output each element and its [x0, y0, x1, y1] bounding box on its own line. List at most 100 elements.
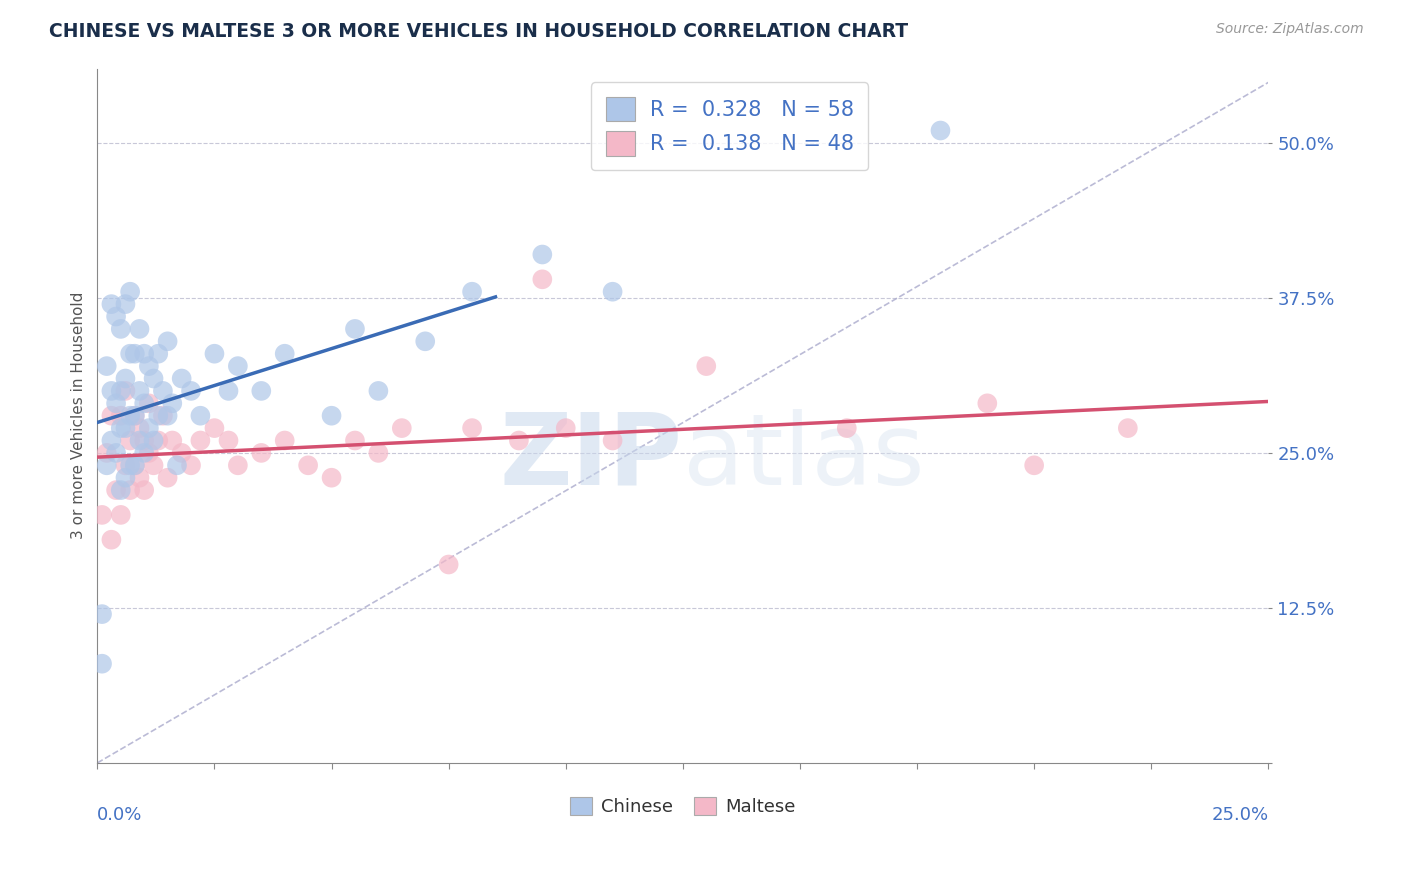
Point [148, 347, 170, 361]
Point [91, 607, 114, 621]
Point [142, 458, 165, 473]
Point [96, 359, 118, 373]
Point [367, 384, 389, 398]
Point [413, 334, 436, 349]
Point [531, 247, 554, 261]
Point [124, 458, 146, 473]
Point [128, 384, 150, 398]
Point [105, 310, 128, 324]
Point [105, 396, 128, 410]
Point [695, 359, 717, 373]
Point [138, 396, 160, 410]
Point [391, 421, 413, 435]
Point [250, 384, 273, 398]
Point [162, 434, 184, 448]
Point [114, 297, 136, 311]
Point [204, 347, 226, 361]
Point [367, 446, 389, 460]
Point [100, 409, 122, 423]
Y-axis label: 3 or more Vehicles in Household: 3 or more Vehicles in Household [72, 292, 86, 540]
Point [100, 533, 122, 547]
Point [120, 434, 142, 448]
Point [273, 434, 295, 448]
Point [128, 434, 150, 448]
Point [120, 483, 142, 497]
Point [124, 347, 146, 361]
Point [142, 434, 165, 448]
Point [96, 458, 118, 473]
Text: atlas: atlas [683, 409, 925, 506]
Text: CHINESE VS MALTESE 3 OR MORE VEHICLES IN HOUSEHOLD CORRELATION CHART: CHINESE VS MALTESE 3 OR MORE VEHICLES IN… [49, 22, 908, 41]
Point [96, 446, 118, 460]
Point [114, 371, 136, 385]
Point [156, 334, 179, 349]
Point [128, 471, 150, 485]
Point [226, 359, 249, 373]
Text: 25.0%: 25.0% [1211, 806, 1268, 824]
Point [91, 508, 114, 522]
Point [1116, 421, 1139, 435]
Point [554, 421, 576, 435]
Point [929, 123, 952, 137]
Legend: Chinese, Maltese: Chinese, Maltese [562, 789, 803, 823]
Point [321, 409, 343, 423]
Point [110, 409, 132, 423]
Point [156, 471, 179, 485]
Point [105, 483, 128, 497]
Point [148, 409, 170, 423]
Point [602, 434, 624, 448]
Point [343, 322, 366, 336]
Point [100, 434, 122, 448]
Point [138, 359, 160, 373]
Point [508, 434, 530, 448]
Point [226, 458, 249, 473]
Text: 0.0%: 0.0% [97, 806, 143, 824]
Point [134, 347, 156, 361]
Point [148, 434, 170, 448]
Point [124, 458, 146, 473]
Point [105, 446, 128, 460]
Point [976, 396, 998, 410]
Point [120, 409, 142, 423]
Point [602, 285, 624, 299]
Point [114, 384, 136, 398]
Point [437, 558, 460, 572]
Point [124, 409, 146, 423]
Point [250, 446, 273, 460]
Point [461, 285, 484, 299]
Point [134, 483, 156, 497]
Point [170, 371, 193, 385]
Point [152, 409, 174, 423]
Point [100, 297, 122, 311]
Point [156, 409, 179, 423]
Point [321, 471, 343, 485]
Point [138, 446, 160, 460]
Point [190, 434, 212, 448]
Point [120, 347, 142, 361]
Point [218, 384, 240, 398]
Point [190, 409, 212, 423]
Text: Source: ZipAtlas.com: Source: ZipAtlas.com [1216, 22, 1364, 37]
Point [138, 421, 160, 435]
Point [114, 471, 136, 485]
Point [100, 384, 122, 398]
Point [110, 508, 132, 522]
Point [134, 396, 156, 410]
Text: ZIP: ZIP [501, 409, 683, 506]
Point [180, 384, 202, 398]
Point [162, 396, 184, 410]
Point [152, 384, 174, 398]
Point [531, 272, 554, 286]
Point [110, 483, 132, 497]
Point [170, 446, 193, 460]
Point [180, 458, 202, 473]
Point [218, 434, 240, 448]
Point [124, 409, 146, 423]
Point [297, 458, 319, 473]
Point [835, 421, 858, 435]
Point [273, 347, 295, 361]
Point [134, 434, 156, 448]
Point [128, 322, 150, 336]
Point [114, 421, 136, 435]
Point [120, 285, 142, 299]
